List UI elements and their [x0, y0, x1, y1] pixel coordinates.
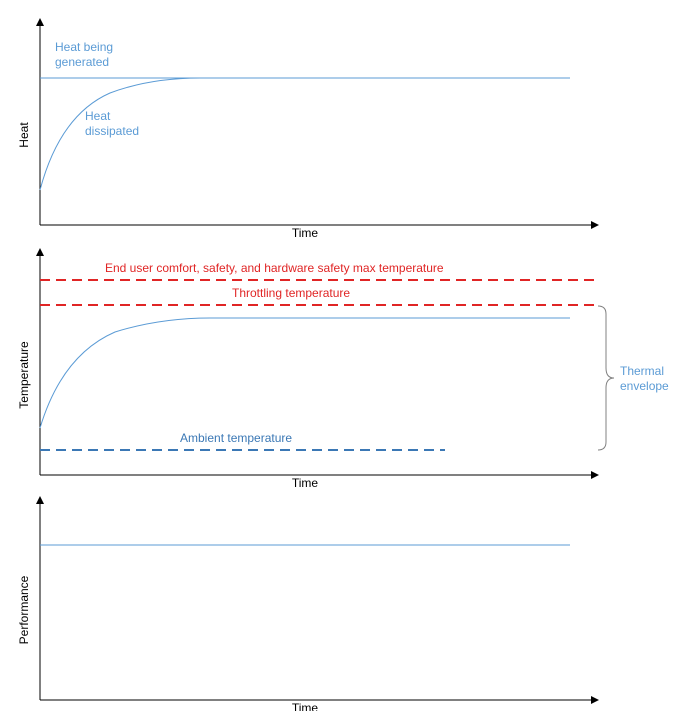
brace-bottom — [598, 378, 614, 450]
heat-generated-label: Heat being — [55, 40, 113, 54]
y-axis-label: Temperature — [17, 341, 31, 409]
y-axis-label: Heat — [17, 122, 31, 148]
thermal-envelope-label2: envelope — [620, 379, 669, 393]
thermal-envelope-label: Thermal — [620, 364, 664, 378]
x-axis-label: Time — [292, 476, 319, 490]
brace-top — [598, 306, 614, 378]
throttle-temp-label: Throttling temperature — [232, 286, 350, 300]
heat-dissipated-label: Heat — [85, 109, 111, 123]
ambient-temp-label: Ambient temperature — [180, 431, 292, 445]
max-temp-label: End user comfort, safety, and hardware s… — [105, 261, 444, 275]
heat-dissipated-label2: dissipated — [85, 124, 139, 138]
x-axis-label: Time — [292, 701, 319, 711]
x-axis-label: Time — [292, 226, 319, 240]
y-axis-label: Performance — [17, 575, 31, 644]
temperature-curve — [40, 318, 570, 428]
heat-generated-label2: generated — [55, 55, 109, 69]
